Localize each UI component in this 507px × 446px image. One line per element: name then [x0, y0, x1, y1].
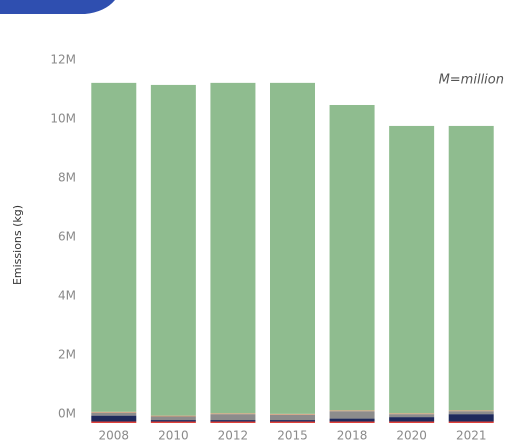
bar-segment — [389, 125, 435, 414]
bar-segment — [91, 411, 137, 413]
x-tick-label: 2015 — [277, 429, 308, 443]
bar-segment — [210, 82, 256, 414]
x-tick-label: 2020 — [396, 429, 427, 443]
bar-segment — [329, 418, 375, 422]
y-tick-label: 4M — [58, 289, 76, 303]
y-tick-label: 10M — [50, 112, 76, 126]
annotation: M=million — [439, 73, 504, 88]
bar-segment — [329, 104, 375, 411]
bar-segment — [329, 410, 375, 412]
bar-segment — [150, 416, 196, 421]
bar-segment — [91, 421, 137, 423]
bar-segment — [270, 413, 315, 415]
x-tick-label: 2008 — [99, 429, 130, 443]
bar-segment — [150, 84, 196, 416]
bar-segment — [91, 415, 137, 422]
y-tick-label: 2M — [58, 348, 76, 362]
header-decoration — [0, 0, 115, 14]
bar-segment — [329, 411, 375, 419]
y-tick-label: 8M — [58, 171, 76, 185]
y-tick-label: 12M — [50, 53, 76, 67]
bar-segment — [270, 421, 315, 423]
bar-segment — [270, 414, 315, 421]
bar-segment — [389, 417, 435, 422]
bar-segment — [329, 421, 375, 423]
bar-segment — [389, 413, 435, 415]
bar-segment — [210, 421, 256, 423]
bar-segment — [150, 415, 196, 417]
bar-segment — [210, 414, 256, 421]
bar-segment — [270, 82, 315, 414]
bar-segment — [270, 420, 315, 422]
bar-segment — [448, 411, 494, 415]
y-tick-label: 6M — [58, 230, 76, 244]
bar-segment — [448, 414, 494, 422]
x-tick-label: 2018 — [337, 429, 368, 443]
bar-segment — [448, 421, 494, 423]
bar-segment — [448, 125, 494, 411]
bar-segment — [150, 421, 196, 423]
bar-segment — [150, 420, 196, 422]
bar-segment — [389, 414, 435, 418]
y-tick-label: 0M — [58, 407, 76, 421]
bar-segment — [91, 412, 137, 416]
y-axis-label: Emissions (kg) — [11, 205, 24, 285]
bar-segment — [210, 413, 256, 415]
x-tick-label: 2012 — [218, 429, 249, 443]
bar-segment — [210, 420, 256, 422]
x-tick-label: 2021 — [456, 429, 487, 443]
x-tick-label: 2010 — [158, 429, 189, 443]
bar-segment — [389, 421, 435, 423]
bar-segment — [91, 82, 137, 412]
bar-segment — [448, 410, 494, 412]
